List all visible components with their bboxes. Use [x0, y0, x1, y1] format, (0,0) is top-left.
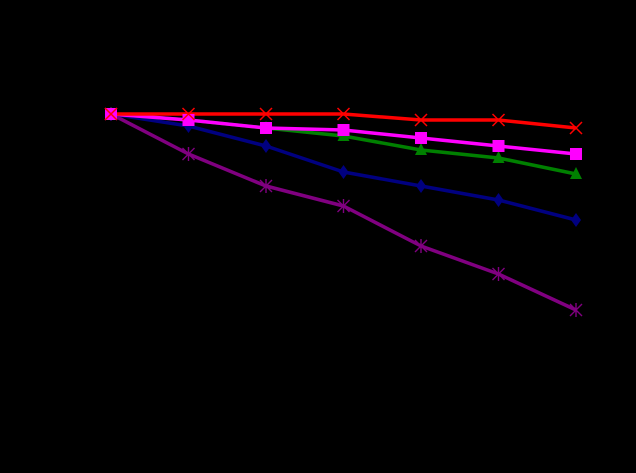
- series-4-point-4: [338, 165, 349, 179]
- series-3-point-7: [570, 167, 582, 179]
- series-3-point-5: [415, 143, 427, 155]
- series-1-point-4: [336, 107, 351, 121]
- series-5-point-5: [414, 239, 428, 253]
- series-1-point-2: [181, 107, 196, 121]
- series-4-point-7: [571, 213, 581, 227]
- series-4-point-5: [416, 179, 426, 193]
- series-1-point-7: [569, 121, 583, 135]
- series-4-point-3: [261, 139, 271, 153]
- series-3-point-6: [492, 151, 505, 163]
- series-2-point-7: [570, 148, 582, 160]
- series-2-point-5: [415, 132, 427, 144]
- series-5-point-3: [259, 179, 273, 193]
- series-1-point-6: [491, 113, 506, 127]
- series-1-point-1: [104, 107, 118, 121]
- series-5-point-7: [569, 303, 583, 317]
- series-5-point-4: [337, 199, 350, 213]
- series-2-point-6: [492, 140, 505, 152]
- series-4-point-6: [493, 193, 504, 207]
- series-1-point-5: [414, 113, 428, 127]
- series-1-point-3: [259, 107, 273, 121]
- series-2-point-2: [182, 114, 195, 126]
- series-5-point-2: [182, 147, 195, 161]
- series-5-point-6: [492, 267, 505, 281]
- series-2-point-4: [337, 124, 350, 136]
- series-2-point-3: [260, 122, 272, 134]
